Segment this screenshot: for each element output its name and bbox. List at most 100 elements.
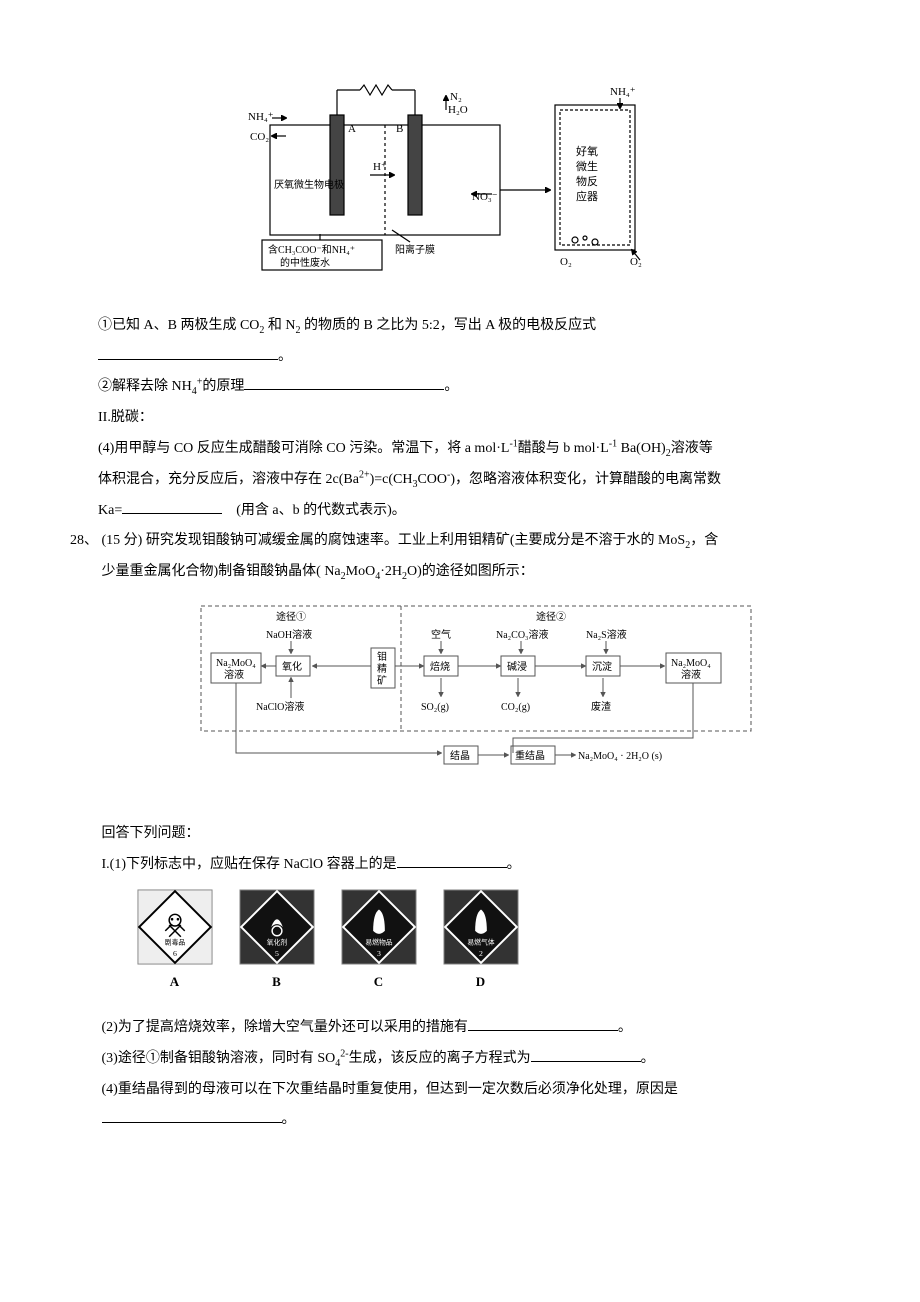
svg-text:NH₄⁺: NH₄⁺ (610, 86, 636, 98)
svg-text:的中性废水: 的中性废水 (280, 256, 330, 269)
svg-text:Na₂MoO₄: Na₂MoO₄ (671, 658, 711, 669)
q28-p1: I.(1)下列标志中，应贴在保存 NaClO 容器上的是 。 (102, 850, 850, 881)
svg-text:CO₂(g): CO₂(g) (501, 702, 530, 713)
label: D (436, 968, 526, 997)
hazard-c: 易燃物品 3 C (334, 888, 424, 997)
svg-text:剧毒品: 剧毒品 (164, 938, 185, 947)
hazard-b: 氧化剂 5 B (232, 888, 322, 997)
svg-text:沉淀: 沉淀 (592, 660, 612, 673)
txt: (3)途径①制备钼酸钠溶液，同时有 SO (102, 1051, 336, 1066)
svg-text:焙烧: 焙烧 (430, 660, 450, 673)
svg-text:碱浸: 碱浸 (507, 661, 527, 673)
txt: ，含 (690, 533, 718, 548)
svg-text:H₂O: H₂O (448, 104, 468, 116)
txt: (2)为了提高焙烧效率，除增大空气量外还可以采用的措施有 (102, 1020, 468, 1035)
txt: 少量重金属化合物)制备钼酸钠晶体( Na (102, 564, 341, 579)
blank (98, 345, 278, 360)
txt: 溶液等 (671, 441, 713, 456)
svg-text:好氧: 好氧 (576, 144, 598, 158)
svg-text:SO₂(g): SO₂(g) (421, 702, 449, 713)
txt: Ka= (98, 503, 122, 518)
svg-text:溶液: 溶液 (681, 668, 701, 681)
svg-text:氧化剂: 氧化剂 (266, 938, 287, 947)
svg-text:Na₂MoO₄: Na₂MoO₄ (216, 658, 256, 669)
txt: 。 (444, 379, 458, 394)
q28-intro-2: 少量重金属化合物)制备钼酸钠晶体( Na2MoO4·2H2O)的途径如图所示： (102, 557, 850, 588)
q28-intro-1: (15 分) 研究发现钼酸钠可减缓金属的腐蚀速率。工业上利用钼精矿(主要成分是不… (102, 526, 850, 557)
svg-text:矿: 矿 (377, 674, 387, 687)
txt: 。 (641, 1051, 655, 1066)
q27-p4-line2: 体积混合，充分反应后，溶液中存在 2c(Ba2+)=c(CH3COO-)，忽略溶… (70, 465, 850, 496)
hazard-a: 剧毒品 6 A (130, 888, 220, 997)
q27-p4-line1: (4)用甲醇与 CO 反应生成醋酸可消除 CO 污染。常温下，将 a mol·L… (70, 434, 850, 465)
q28-number: 28、 (70, 526, 98, 557)
label: B (232, 968, 322, 997)
svg-text:物反: 物反 (576, 174, 598, 188)
txt: 和 N (264, 318, 295, 333)
svg-text:精: 精 (377, 662, 387, 675)
svg-text:重结晶: 重结晶 (515, 749, 545, 762)
svg-text:微生: 微生 (576, 159, 598, 173)
blank (468, 1016, 618, 1031)
blank (244, 375, 444, 390)
q27-electrochem-diagram: A B NH₄⁺ CO₂ H⁺ N₂ H₂O NO₃⁻ 厌氧微生物电极 含CH₃… (70, 70, 850, 293)
q27-sub2: ②解释去除 NH4+的原理。 (70, 372, 850, 403)
hazard-d: 易燃气体 2 D (436, 888, 526, 997)
svg-text:途径①: 途径① (276, 610, 306, 623)
txt: (4)用甲醇与 CO 反应生成醋酸可消除 CO 污染。常温下，将 a mol·L (98, 441, 509, 456)
svg-text:2: 2 (479, 950, 483, 959)
txt: 体积混合，充分反应后，溶液中存在 2c(Ba (98, 472, 359, 487)
svg-text:阳离子膜: 阳离子膜 (395, 243, 435, 256)
svg-text:厌氧微生物电极: 厌氧微生物电极 (274, 178, 344, 191)
svg-text:6: 6 (173, 950, 177, 959)
txt: 。 (618, 1020, 632, 1035)
svg-text:N₂: N₂ (450, 91, 462, 103)
svg-text:钼: 钼 (377, 650, 387, 663)
q28: 28、 (15 分) 研究发现钼酸钠可减缓金属的腐蚀速率。工业上利用钼精矿(主要… (70, 526, 850, 1136)
svg-text:O₂: O₂ (560, 256, 572, 268)
svg-text:NaClO溶液: NaClO溶液 (256, 700, 304, 713)
svg-text:B: B (396, 123, 403, 135)
q28-p2: (2)为了提高焙烧效率，除增大空气量外还可以采用的措施有 。 (102, 1013, 850, 1044)
txt: 。 (507, 857, 521, 872)
q27-sub1: ①已知 A、B 两极生成 CO2 和 N2 的物质的 B 之比为 5:2，写出 … (70, 311, 850, 342)
svg-text:Na₂MoO₄ · 2H₂O (s): Na₂MoO₄ · 2H₂O (s) (578, 751, 662, 762)
txt: 。 (282, 1112, 296, 1127)
svg-text:NH₄⁺: NH₄⁺ (248, 111, 274, 123)
txt: I.(1)下列标志中，应贴在保存 NaClO 容器上的是 (102, 857, 397, 872)
q28-p4-blank: 。 (102, 1105, 850, 1136)
svg-text:3: 3 (377, 950, 381, 959)
svg-text:NO₃⁻: NO₃⁻ (472, 191, 498, 203)
q28-p4: (4)重结晶得到的母液可以在下次重结晶时重复使用，但达到一定次数后必须净化处理，… (102, 1075, 850, 1106)
svg-text:CO₂: CO₂ (250, 131, 269, 143)
svg-text:O₂: O₂ (630, 256, 642, 268)
txt: 生成，该反应的离子方程式为 (349, 1051, 531, 1066)
txt: MoO (346, 564, 376, 579)
svg-text:结晶: 结晶 (450, 749, 470, 762)
blank (102, 1108, 282, 1123)
txt: Ba(OH) (617, 441, 666, 456)
svg-text:应器: 应器 (576, 189, 598, 203)
label: C (334, 968, 424, 997)
svg-text:Na₂CO₃溶液: Na₂CO₃溶液 (496, 628, 549, 641)
txt: 研究发现钼酸钠可减缓金属的腐蚀速率。工业上利用钼精矿(主要成分是不溶于水的 Mo… (146, 533, 685, 548)
q27-II-header: II.脱碳： (70, 403, 850, 434)
txt: COO (417, 472, 447, 487)
txt: 的原理 (202, 379, 244, 394)
blank (531, 1047, 641, 1062)
svg-text:空气: 空气 (431, 628, 451, 641)
svg-text:5: 5 (275, 950, 279, 959)
svg-text:废渣: 废渣 (591, 700, 611, 713)
q28-p3: (3)途径①制备钼酸钠溶液，同时有 SO42-生成，该反应的离子方程式为。 (102, 1044, 850, 1075)
txt: 醋酸与 b mol·L (518, 441, 609, 456)
blank (122, 499, 222, 514)
svg-text:途径②: 途径② (536, 610, 566, 623)
q28-answer-header: 回答下列问题： (102, 819, 850, 850)
svg-text:易燃物品: 易燃物品 (365, 938, 392, 947)
svg-text:含CH₃COO⁻和NH₄⁺: 含CH₃COO⁻和NH₄⁺ (268, 243, 355, 256)
txt: 的物质的 B 之比为 5:2，写出 A 极的电极反应式 (301, 318, 597, 333)
txt: ·2H (380, 564, 402, 579)
txt: ①已知 A、B 两极生成 CO (98, 318, 259, 333)
hazard-symbols: 剧毒品 6 A 氧化剂 5 B 易燃物品 3 (102, 888, 850, 997)
txt: O)的途径如图所示： (407, 564, 534, 579)
